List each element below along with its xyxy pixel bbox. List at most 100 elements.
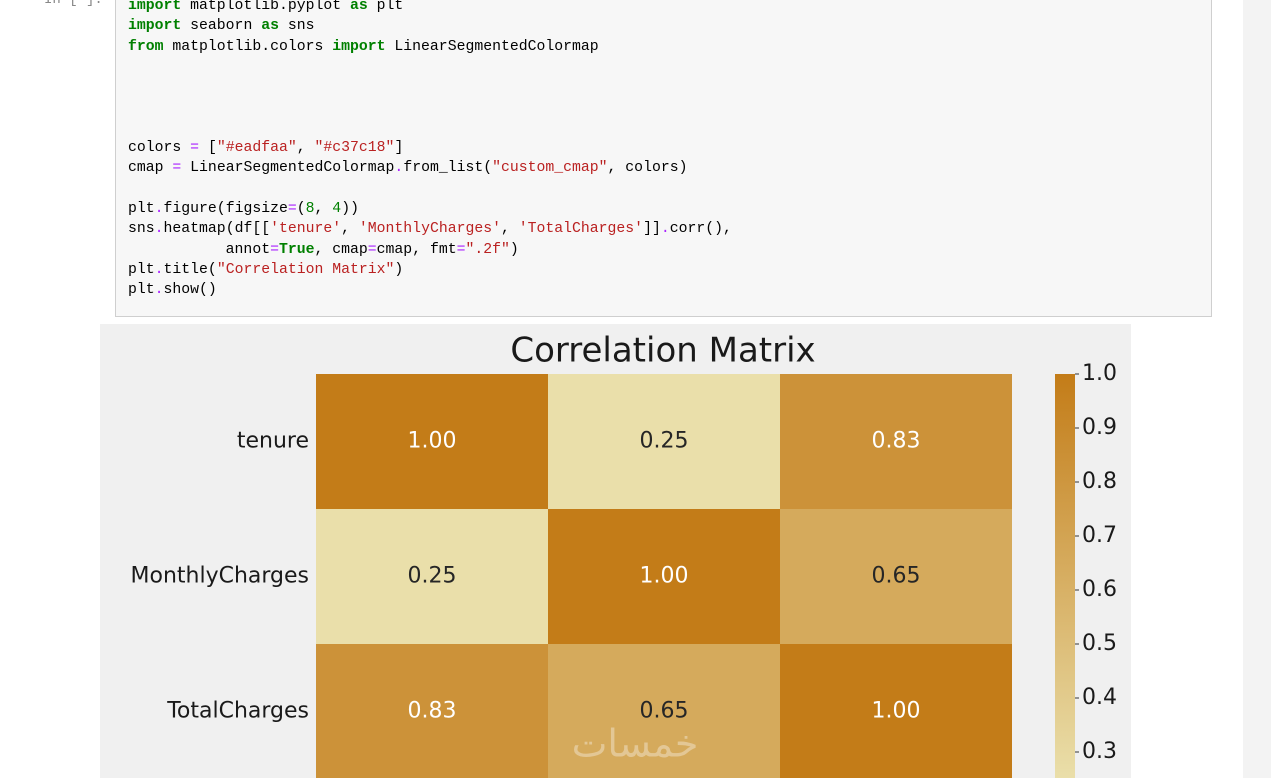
code-token: show(): [163, 282, 217, 299]
code-token: import: [128, 18, 182, 35]
code-token: sns: [128, 221, 155, 238]
code-token: , colors): [607, 160, 688, 177]
code-token: import: [128, 0, 182, 14]
code-line: annot=True, cmap=cmap, fmt=".2f"): [128, 240, 519, 260]
code-token: "#c37c18": [314, 140, 395, 157]
colorbar-tick-label: 0.6: [1082, 577, 1117, 602]
code-token: 4: [332, 201, 342, 217]
code-token: 'TotalCharges': [518, 221, 644, 238]
code-token: [: [199, 140, 217, 157]
code-token: cmap, fmt: [376, 241, 457, 258]
heatmap-cell: [316, 509, 548, 644]
code-token: =: [287, 201, 297, 217]
heatmap-cell: [780, 374, 1012, 509]
code-token: "custom_cmap": [492, 160, 608, 177]
y-tick-label: TotalCharges: [166, 699, 309, 724]
code-token: sns: [278, 18, 315, 35]
scrollbar[interactable]: [1243, 0, 1271, 778]
code-token: colors: [128, 140, 191, 157]
code-token: .: [660, 221, 670, 238]
colorbar: [1055, 374, 1075, 778]
colorbar-tick-label: 0.9: [1082, 415, 1117, 440]
code-token: ]]: [643, 221, 661, 238]
cell-label: 0.83: [872, 429, 921, 454]
code-token: .: [394, 160, 404, 177]
code-token: )): [341, 201, 359, 217]
cell-label: 0.83: [408, 699, 457, 724]
heatmap-cell: [780, 644, 1012, 778]
code-line: cmap = LinearSegmentedColormap.from_list…: [128, 158, 687, 178]
code-token: .: [154, 201, 164, 217]
code-token: annot: [128, 241, 271, 258]
code-token: from: [128, 38, 164, 55]
code-line: sns.heatmap(df[['tenure', 'MonthlyCharge…: [128, 219, 732, 239]
code-token: =: [172, 160, 182, 177]
code-cell[interactable]: [115, 0, 1212, 317]
code-token: , cmap: [314, 241, 368, 258]
code-token: =: [367, 241, 377, 258]
code-token: ".2f": [465, 241, 510, 258]
code-token: True: [278, 241, 315, 258]
code-token: title(: [163, 261, 217, 278]
cell-label: 0.65: [640, 699, 689, 724]
code-token: 8: [305, 201, 315, 217]
code-line: plt.figure(figsize=(8, 4)): [128, 199, 359, 219]
code-token: as: [350, 0, 368, 14]
code-token: ,: [314, 201, 333, 217]
colorbar-tick-label: 0.3: [1082, 739, 1117, 764]
colorbar-tick-label: 0.4: [1082, 685, 1117, 710]
code-token: cmap: [128, 160, 173, 177]
code-line: from matplotlib.colors import LinearSegm…: [128, 37, 599, 57]
code-token: ,: [341, 221, 359, 238]
code-token: LinearSegmentedColormap: [181, 160, 395, 177]
cell-label: 0.65: [872, 564, 921, 589]
code-token: (: [296, 201, 306, 217]
code-token: "Correlation Matrix": [216, 261, 395, 278]
code-token: .: [154, 282, 164, 299]
code-token: ): [509, 241, 519, 258]
code-token: heatmap(df[[: [163, 221, 271, 238]
cell-prompt: In [ ]:: [44, 0, 103, 8]
heatmap-cell: [548, 374, 780, 509]
code-token: as: [261, 18, 279, 35]
code-token: .: [154, 261, 164, 278]
heatmap-cell: [316, 374, 548, 509]
colorbar-tick-label: 0.7: [1082, 523, 1117, 548]
code-line: import matplotlib.pyplot as plt: [128, 0, 403, 16]
code-token: =: [190, 140, 200, 157]
code-token: plt: [128, 261, 155, 278]
code-token: matplotlib.colors: [163, 38, 333, 55]
cell-label: 0.25: [640, 429, 689, 454]
code-token: 'MonthlyCharges': [358, 221, 501, 238]
y-tick-label: tenure: [237, 429, 309, 454]
code-line: plt.show(): [128, 280, 217, 300]
code-token: figure(figsize: [163, 201, 288, 217]
code-line: plt.title("Correlation Matrix"): [128, 260, 403, 280]
colorbar-tick-label: 1.0: [1082, 361, 1117, 386]
code-token: corr(),: [669, 221, 732, 238]
code-token: matplotlib.pyplot: [181, 0, 350, 14]
cell-label: 1.00: [872, 699, 921, 724]
heatmap-cell: [548, 644, 780, 778]
heatmap-cell: [548, 509, 780, 644]
heatmap-cell: [316, 644, 548, 778]
code-token: ,: [296, 140, 315, 157]
code-token: =: [270, 241, 279, 258]
cell-label: 0.25: [408, 564, 457, 589]
code-token: "#eadfaa": [216, 140, 297, 157]
code-token: plt: [128, 201, 155, 217]
cell-label: 1.00: [408, 429, 457, 454]
code-token: LinearSegmentedColormap: [385, 38, 599, 55]
colorbar-tick-label: 0.8: [1082, 469, 1117, 494]
chart-title: Correlation Matrix: [510, 331, 815, 371]
colorbar-tick-label: 0.5: [1082, 631, 1117, 656]
code-token: plt: [128, 282, 155, 299]
code-token: .: [154, 221, 164, 238]
code-token: plt: [367, 0, 404, 14]
cell-label: 1.00: [640, 564, 689, 589]
code-line: import seaborn as sns: [128, 16, 315, 36]
heatmap-cell: [780, 509, 1012, 644]
code-token: 'tenure': [270, 221, 342, 238]
